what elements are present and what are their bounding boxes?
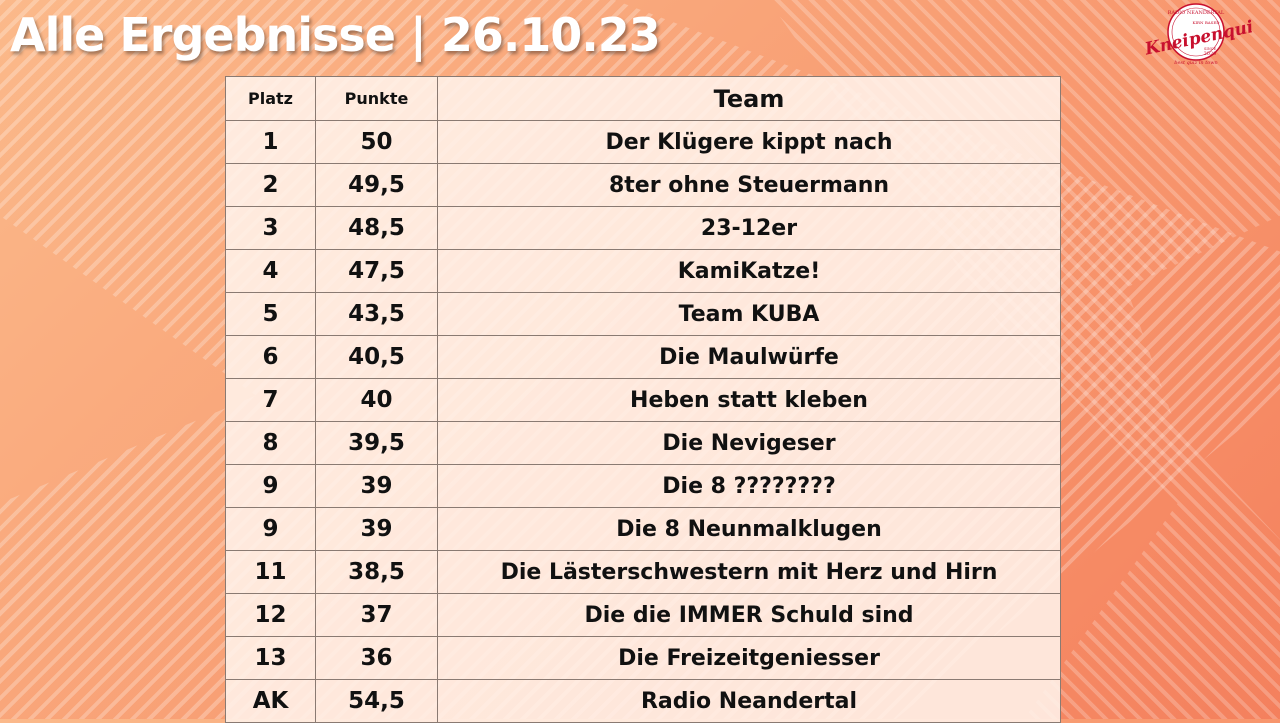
- team-cell: 23-12er: [437, 206, 1061, 250]
- team-cell: Die Nevigeser: [437, 421, 1061, 465]
- rank-cell: AK: [225, 679, 316, 723]
- rank-cell: 9: [225, 464, 316, 508]
- table-row: 2 49,5 8ter ohne Steuermann: [225, 163, 1061, 207]
- results-table: Platz Punkte Team 1 50 Der Klügere kippt n…: [225, 76, 1061, 723]
- rank-cell: 8: [225, 421, 316, 465]
- svg-text:RADIO NEANDERTAL: RADIO NEANDERTAL: [1168, 10, 1225, 16]
- team-cell: KamiKatze!: [437, 249, 1061, 293]
- points-cell: 47,5: [315, 249, 438, 293]
- table-row: 5 43,5 Team KUBA: [225, 292, 1061, 336]
- team-cell: Heben statt kleben: [437, 378, 1061, 422]
- results-body: 1 50 Der Klügere kippt nach 2 49,5 8ter ohne …: [225, 120, 1061, 723]
- header-punkte: Punkte: [315, 76, 438, 121]
- team-cell: 8ter ohne Steuermann: [437, 163, 1061, 207]
- team-cell: Die Lästerschwestern mit Herz und Hirn: [437, 550, 1061, 594]
- points-cell: 38,5: [315, 550, 438, 594]
- table-row: 4 47,5 KamiKatze!: [225, 249, 1061, 293]
- team-cell: Team KUBA: [437, 292, 1061, 336]
- rank-cell: 4: [225, 249, 316, 293]
- rank-cell: 11: [225, 550, 316, 594]
- team-cell: Die Freizeitgeniesser: [437, 636, 1061, 680]
- table-header-row: Platz Punkte Team: [225, 76, 1061, 121]
- points-cell: 43,5: [315, 292, 438, 336]
- points-cell: 39: [315, 507, 438, 551]
- rank-cell: 9: [225, 507, 316, 551]
- rank-cell: 13: [225, 636, 316, 680]
- table-row: 9 39 Die 8 ????????: [225, 464, 1061, 508]
- table-row: 3 48,5 23-12er: [225, 206, 1061, 250]
- team-cell: Die 8 ????????: [437, 464, 1061, 508]
- points-cell: 37: [315, 593, 438, 637]
- header-platz: Platz: [225, 76, 316, 121]
- rank-cell: 5: [225, 292, 316, 336]
- table-row: 11 38,5 Die Lästerschwestern mit Herz und …: [225, 550, 1061, 594]
- points-cell: 49,5: [315, 163, 438, 207]
- table-row: 7 40 Heben statt kleben: [225, 378, 1061, 422]
- points-cell: 48,5: [315, 206, 438, 250]
- svg-text:SINCE: SINCE: [1204, 47, 1217, 51]
- table-row: 13 36 Die Freizeitgeniesser: [225, 636, 1061, 680]
- rank-cell: 1: [225, 120, 316, 164]
- team-cell: Die 8 Neunmalklugen: [437, 507, 1061, 551]
- header-team: Team: [437, 76, 1061, 121]
- slide-title: Alle Ergebnisse | 26.10.23: [10, 8, 661, 62]
- rank-cell: 7: [225, 378, 316, 422]
- points-cell: 36: [315, 636, 438, 680]
- team-cell: Der Klügere kippt nach: [437, 120, 1061, 164]
- rank-cell: 3: [225, 206, 316, 250]
- points-cell: 54,5: [315, 679, 438, 723]
- points-cell: 39,5: [315, 421, 438, 465]
- table-row: 9 39 Die 8 Neunmalklugen: [225, 507, 1061, 551]
- rank-cell: 12: [225, 593, 316, 637]
- table-row: 12 37 Die die IMMER Schuld sind: [225, 593, 1061, 637]
- rank-cell: 6: [225, 335, 316, 379]
- svg-text:2020: 2020: [1204, 51, 1217, 57]
- table-row: 6 40,5 Die Maulwürfe: [225, 335, 1061, 379]
- team-cell: Radio Neandertal: [437, 679, 1061, 723]
- points-cell: 50: [315, 120, 438, 164]
- points-cell: 40,5: [315, 335, 438, 379]
- table-row: 8 39,5 Die Nevigeser: [225, 421, 1061, 465]
- svg-text:KIRN BASED: KIRN BASED: [1192, 20, 1219, 25]
- points-cell: 39: [315, 464, 438, 508]
- rank-cell: 2: [225, 163, 316, 207]
- points-cell: 40: [315, 378, 438, 422]
- kneipenquiz-logo: RADIO NEANDERTAL KIRN BASED Kneipenquiz …: [1142, 3, 1252, 66]
- table-row: 1 50 Der Klügere kippt nach: [225, 120, 1061, 164]
- svg-text:best quiz in town: best quiz in town: [1174, 60, 1218, 66]
- team-cell: Die die IMMER Schuld sind: [437, 593, 1061, 637]
- table-row: AK 54,5 Radio Neandertal: [225, 679, 1061, 723]
- team-cell: Die Maulwürfe: [437, 335, 1061, 379]
